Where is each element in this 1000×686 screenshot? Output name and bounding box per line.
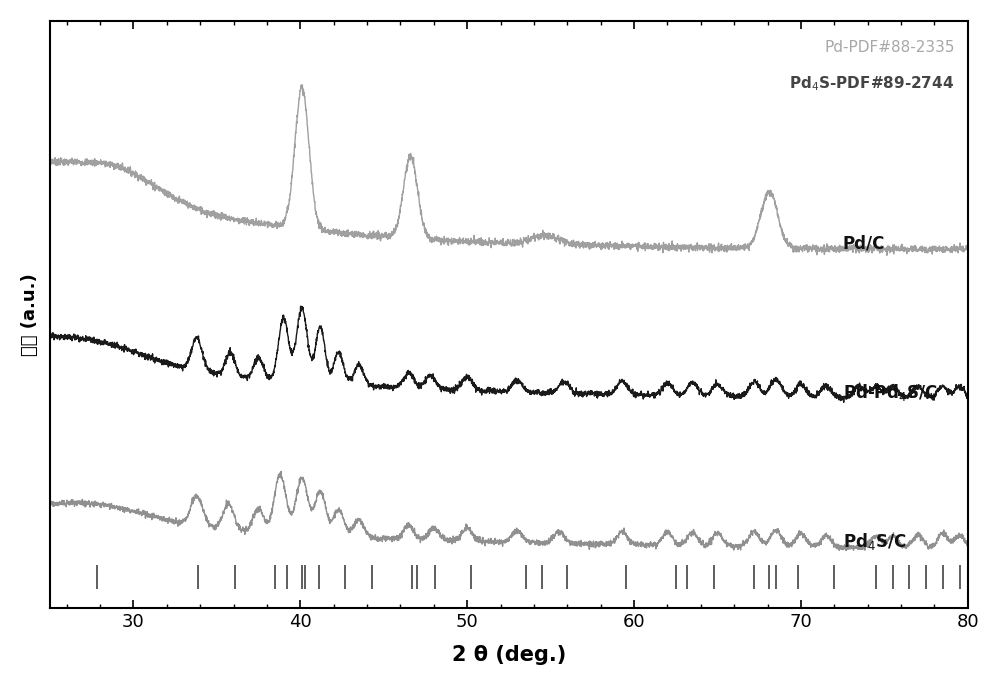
Text: Pd-Pd$_4$S/C: Pd-Pd$_4$S/C [843,382,937,403]
Text: Pd-PDF#88-2335: Pd-PDF#88-2335 [824,40,955,55]
X-axis label: 2 θ (deg.): 2 θ (deg.) [452,645,566,665]
Text: Pd/C: Pd/C [843,235,885,253]
Text: Pd$_4$S-PDF#89-2744: Pd$_4$S-PDF#89-2744 [789,74,955,93]
Y-axis label: 强度 (a.u.): 强度 (a.u.) [21,273,39,356]
Text: Pd$_4$S/C: Pd$_4$S/C [843,531,906,552]
